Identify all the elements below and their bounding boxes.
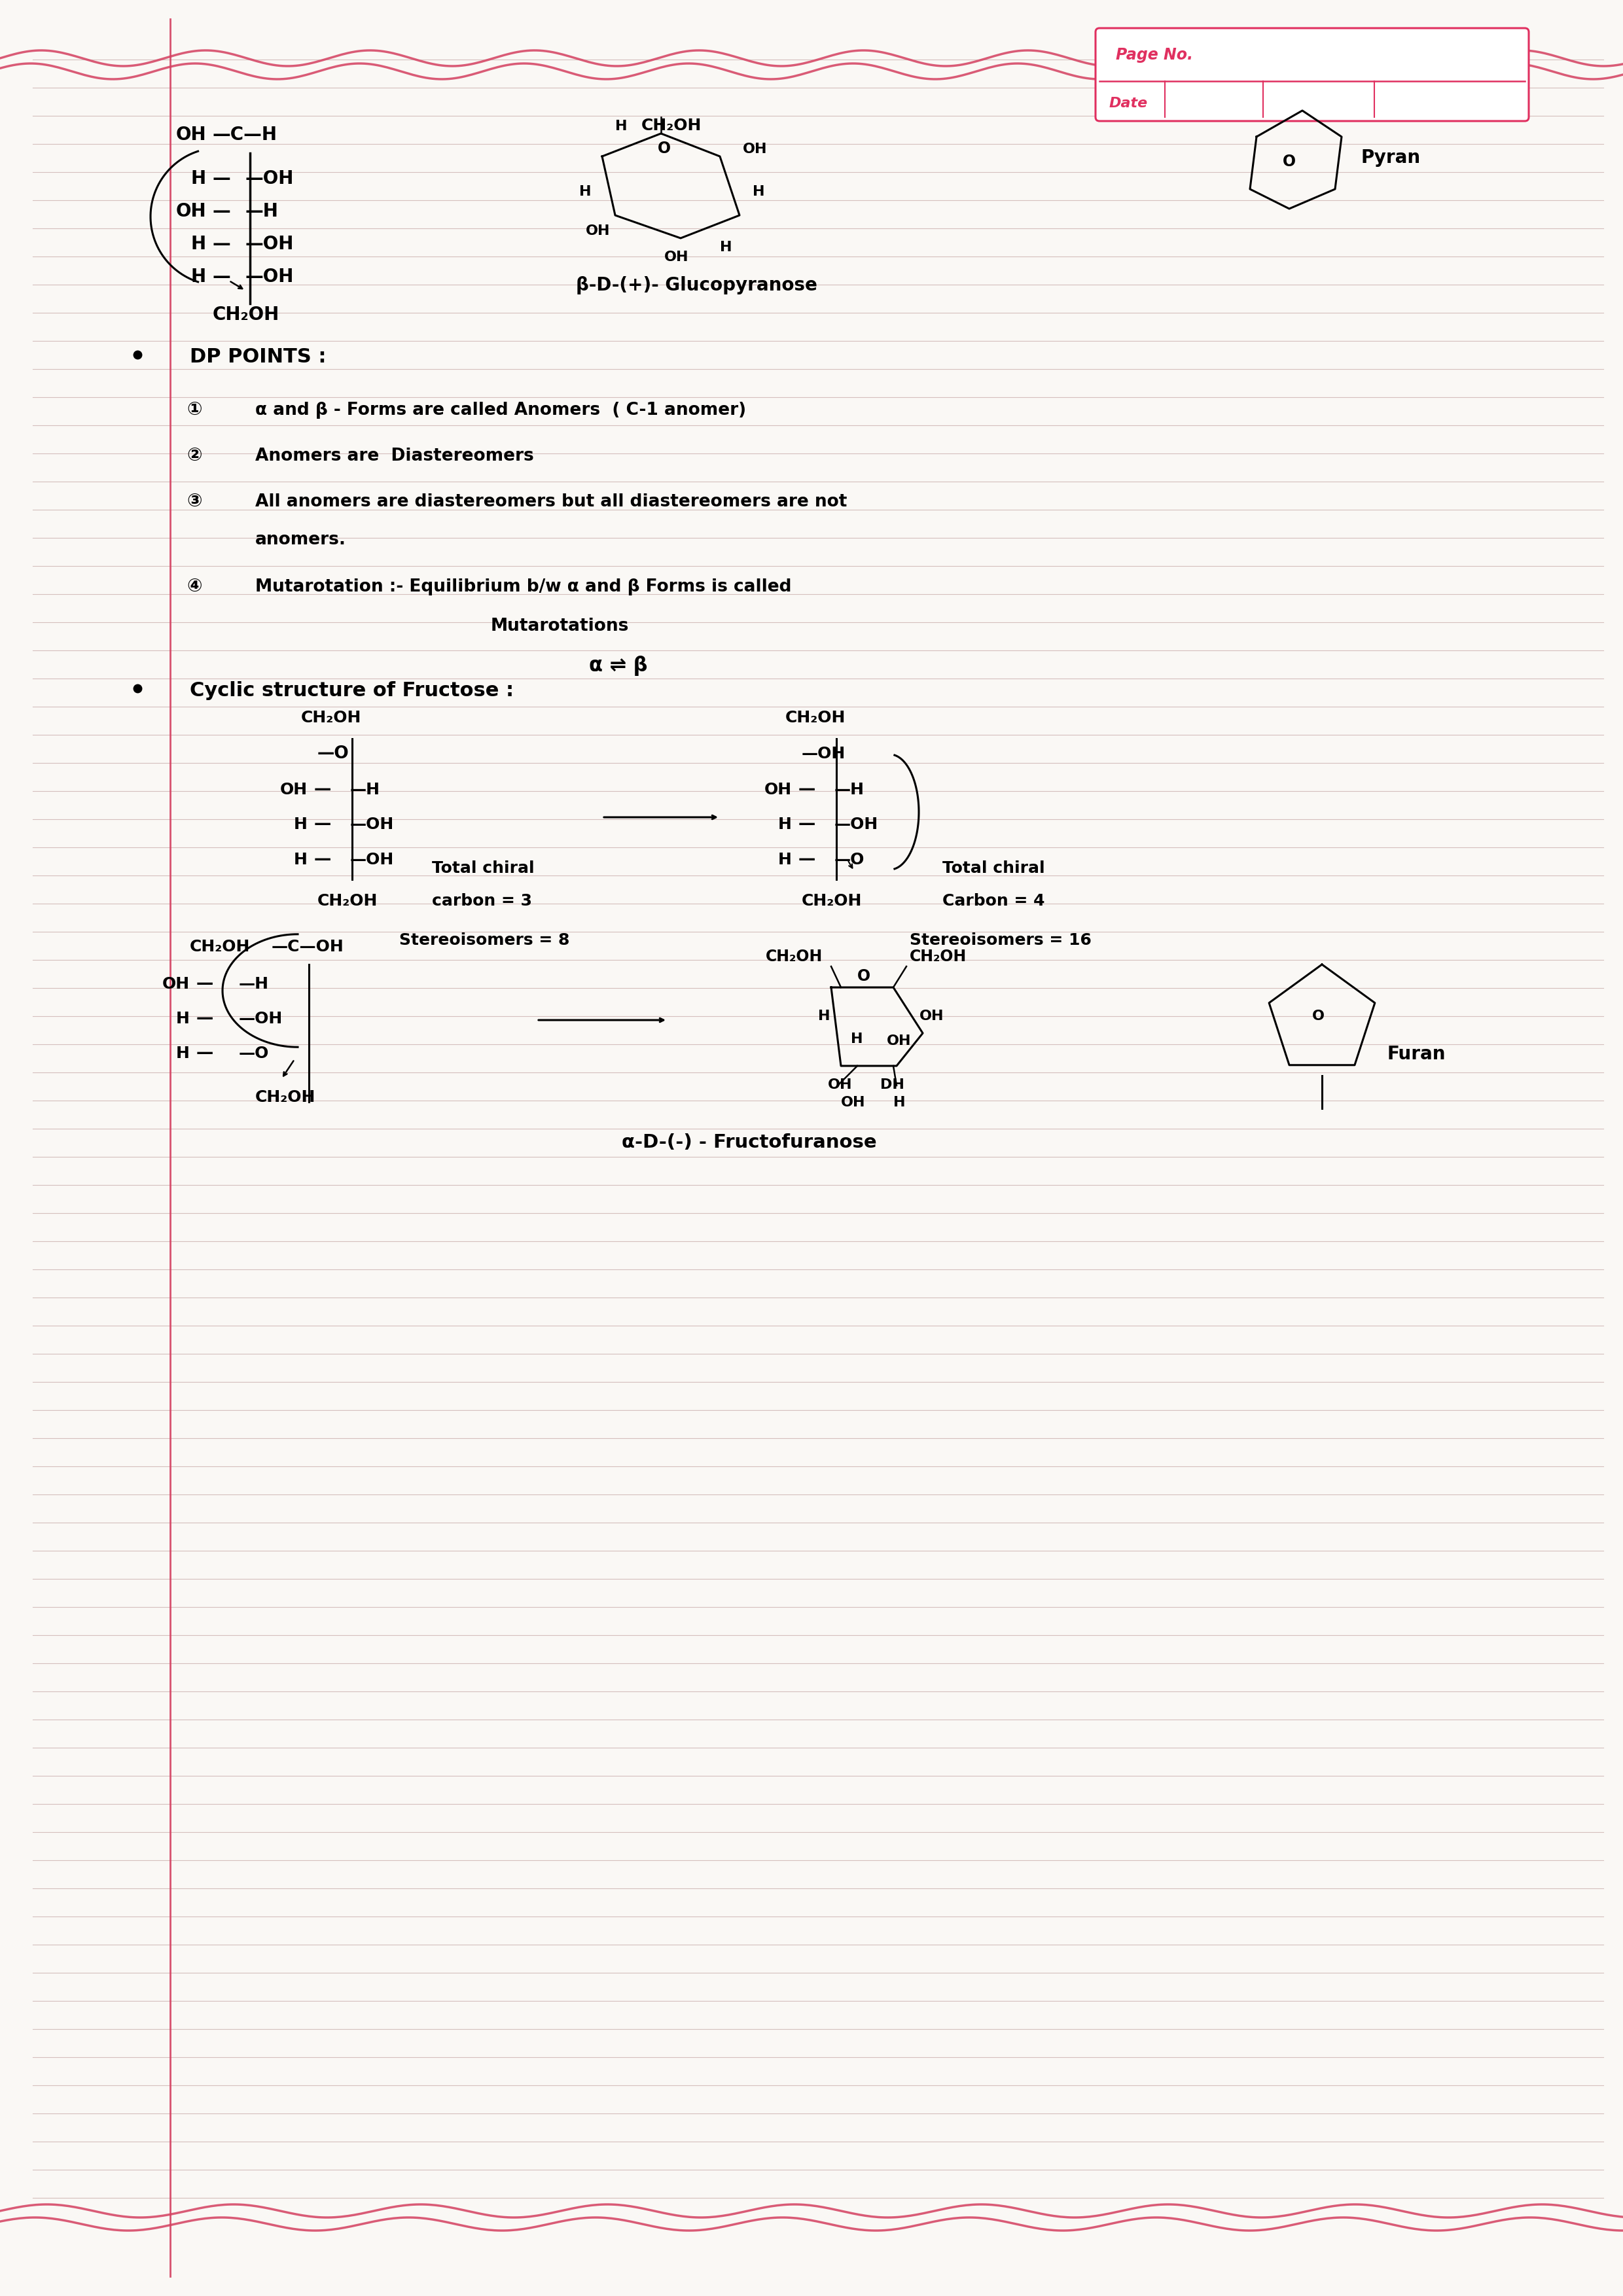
Text: CH₂OH: CH₂OH <box>213 305 279 324</box>
Text: —OH: —OH <box>239 1010 282 1026</box>
Text: Total chiral: Total chiral <box>943 861 1045 877</box>
Text: Pyran: Pyran <box>1362 149 1420 168</box>
Text: —H: —H <box>351 783 380 797</box>
Text: OH: OH <box>764 783 792 797</box>
Text: CH₂OH: CH₂OH <box>255 1088 316 1104</box>
Text: CH₂OH: CH₂OH <box>802 893 862 909</box>
Text: OH: OH <box>162 976 190 992</box>
Text: —: — <box>799 852 816 868</box>
Text: O: O <box>1282 154 1295 170</box>
Text: —H: —H <box>239 976 269 992</box>
Text: Date: Date <box>1109 96 1147 110</box>
Text: CH₂OH: CH₂OH <box>909 948 967 964</box>
Text: —: — <box>196 976 214 992</box>
Text: O: O <box>657 140 670 156</box>
Text: —: — <box>196 1010 214 1026</box>
Text: OH: OH <box>828 1079 852 1091</box>
Text: ④: ④ <box>187 576 201 595</box>
Text: CH₂OH: CH₂OH <box>766 948 823 964</box>
Text: OH: OH <box>886 1035 911 1047</box>
Text: O: O <box>857 969 870 985</box>
Text: H: H <box>615 119 626 133</box>
Text: —: — <box>213 202 230 220</box>
Text: α ⇌ β: α ⇌ β <box>589 657 648 675</box>
Text: —: — <box>213 269 230 287</box>
Text: OH: OH <box>841 1095 865 1109</box>
Text: Stereoisomers = 8: Stereoisomers = 8 <box>399 932 570 948</box>
Text: ③: ③ <box>187 491 201 510</box>
Text: Mutarotations: Mutarotations <box>490 618 630 634</box>
Text: CH₂OH: CH₂OH <box>641 117 701 133</box>
Text: carbon = 3: carbon = 3 <box>432 893 532 909</box>
Text: α and β - Forms are called Anomers  ( C-1 anomer): α and β - Forms are called Anomers ( C-1… <box>255 402 747 418</box>
Text: All anomers are diastereomers but all diastereomers are not: All anomers are diastereomers but all di… <box>255 494 847 510</box>
Text: Page No.: Page No. <box>1117 48 1193 62</box>
Text: ①: ① <box>187 400 201 418</box>
Text: —: — <box>799 815 816 833</box>
Text: —O: —O <box>239 1045 269 1061</box>
Text: anomers.: anomers. <box>255 530 346 549</box>
Text: DP POINTS :: DP POINTS : <box>190 347 326 367</box>
Text: O: O <box>1311 1010 1324 1022</box>
Text: H: H <box>893 1095 906 1109</box>
Text: OH: OH <box>664 250 688 264</box>
Text: OH: OH <box>281 783 308 797</box>
Text: H: H <box>192 234 206 253</box>
Text: OH: OH <box>586 225 610 236</box>
Text: β-D-(+)- Glucopyranose: β-D-(+)- Glucopyranose <box>576 276 818 294</box>
Text: —: — <box>315 781 331 799</box>
Text: —OH: —OH <box>245 269 294 287</box>
Text: CH₂OH: CH₂OH <box>786 709 846 726</box>
Text: OH: OH <box>175 202 206 220</box>
Text: Total chiral: Total chiral <box>432 861 534 877</box>
Text: —C—H: —C—H <box>213 126 278 145</box>
Text: OH: OH <box>920 1010 945 1022</box>
Text: —H: —H <box>245 202 279 220</box>
Text: Carbon = 4: Carbon = 4 <box>943 893 1045 909</box>
Text: —C—OH: —C—OH <box>271 939 344 955</box>
Text: —OH: —OH <box>802 746 846 762</box>
Text: —: — <box>799 781 816 799</box>
Text: H: H <box>777 852 792 868</box>
Text: OH: OH <box>743 142 768 156</box>
Text: —H: —H <box>834 783 865 797</box>
Text: CH₂OH: CH₂OH <box>318 893 378 909</box>
Text: —OH: —OH <box>245 170 294 188</box>
Text: Anomers are  Diastereomers: Anomers are Diastereomers <box>255 448 534 464</box>
Text: —: — <box>315 852 331 868</box>
Text: H: H <box>294 817 308 831</box>
Text: H: H <box>177 1010 190 1026</box>
Text: H: H <box>721 241 732 255</box>
Text: —OH: —OH <box>351 852 394 868</box>
Text: ②: ② <box>187 445 201 464</box>
Text: —OH: —OH <box>834 817 878 831</box>
Text: Furan: Furan <box>1388 1045 1446 1063</box>
Text: —O: —O <box>318 746 349 762</box>
Text: H: H <box>579 186 591 197</box>
FancyBboxPatch shape <box>1096 28 1529 122</box>
Text: H: H <box>753 186 764 197</box>
Text: —O: —O <box>834 852 865 868</box>
Text: Cyclic structure of Fructose :: Cyclic structure of Fructose : <box>190 682 514 700</box>
Text: DH: DH <box>880 1079 904 1091</box>
Text: —: — <box>213 170 230 188</box>
Text: —: — <box>196 1045 214 1063</box>
Text: H: H <box>850 1033 863 1045</box>
Text: —OH: —OH <box>245 234 294 253</box>
Text: —: — <box>315 815 331 833</box>
Text: —: — <box>213 234 230 253</box>
Text: CH₂OH: CH₂OH <box>190 939 250 955</box>
Text: OH: OH <box>175 126 206 145</box>
Text: Stereoisomers = 16: Stereoisomers = 16 <box>909 932 1092 948</box>
Text: H: H <box>777 817 792 831</box>
Text: CH₂OH: CH₂OH <box>300 709 362 726</box>
Text: H: H <box>294 852 308 868</box>
Text: H: H <box>818 1010 829 1022</box>
Text: H: H <box>177 1045 190 1061</box>
Text: H: H <box>192 170 206 188</box>
Text: H: H <box>192 269 206 287</box>
Text: Mutarotation :- Equilibrium b/w α and β Forms is called: Mutarotation :- Equilibrium b/w α and β … <box>255 579 792 595</box>
Text: α-D-(-) - Fructofuranose: α-D-(-) - Fructofuranose <box>622 1134 876 1153</box>
Text: —OH: —OH <box>351 817 394 831</box>
